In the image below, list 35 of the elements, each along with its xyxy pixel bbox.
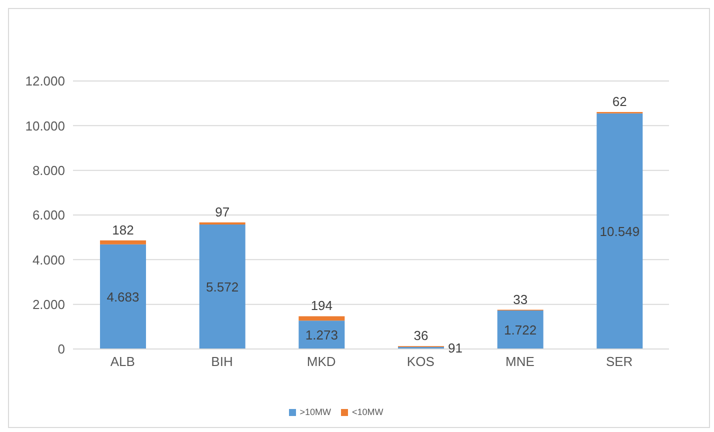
data-label: 62 (612, 94, 627, 110)
data-label: 5.572 (206, 279, 239, 294)
x-tick-label: KOS (406, 354, 435, 370)
bar (199, 224, 246, 349)
bar (199, 222, 246, 225)
bar (497, 310, 544, 349)
data-label: 36 (414, 328, 428, 344)
y-tick-label: 12.000 (25, 74, 65, 89)
bar (596, 113, 643, 349)
data-label: 1.722 (504, 322, 537, 338)
bar (298, 320, 345, 349)
bar (100, 244, 146, 349)
y-tick-label: 0 (58, 342, 65, 357)
data-label: 33 (513, 292, 528, 307)
legend-label: <10MW (352, 407, 384, 417)
y-tick-label: 10.000 (25, 118, 65, 134)
data-label: 4.683 (106, 289, 140, 304)
data-label: 91 (448, 340, 462, 356)
data-label: 1.273 (305, 327, 338, 342)
data-label: 182 (112, 222, 134, 238)
x-tick-label: BIH (211, 354, 233, 370)
x-tick-label: SER (606, 354, 633, 370)
x-tick-label: MNE (506, 354, 535, 370)
data-label: 194 (310, 298, 333, 314)
data-label: 97 (215, 204, 230, 220)
y-tick-label: 4.000 (32, 252, 65, 268)
x-tick-label: MKD (306, 354, 336, 370)
y-tick-label: 6.000 (32, 208, 65, 223)
legend-label: >10MW (300, 407, 331, 417)
y-tick-label: 8.000 (32, 162, 65, 178)
x-tick-label: ALB (110, 354, 135, 370)
bar (100, 240, 146, 244)
bar (298, 316, 345, 321)
y-tick-label: 2.000 (32, 296, 65, 312)
data-label: 10.549 (600, 224, 640, 239)
